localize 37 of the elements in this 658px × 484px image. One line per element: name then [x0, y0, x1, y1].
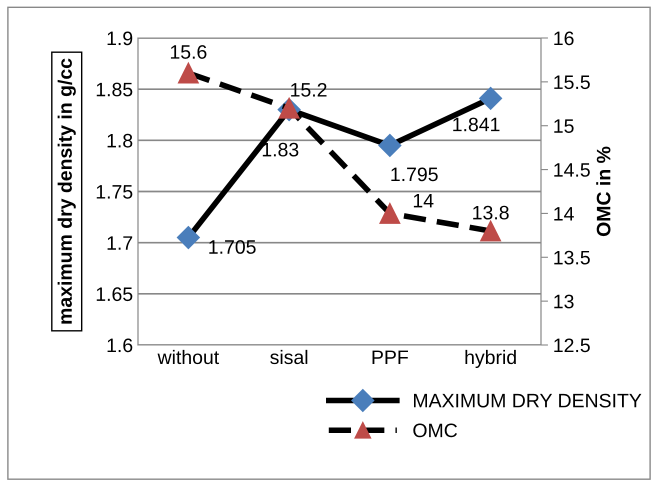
y-tick-label: 1.9	[108, 31, 132, 46]
y2-tick-label: 14	[554, 207, 574, 220]
point	[479, 86, 502, 110]
data-label: 1.83	[262, 142, 298, 157]
y-tick-label: 1.7	[108, 236, 132, 250]
x-tick-label: hybrid	[465, 350, 516, 368]
legend-label: MAXIMUM DRY DENSITY	[414, 394, 642, 408]
x-tick-label: sisal	[270, 350, 308, 364]
data-label: 1.841	[453, 118, 500, 132]
y-axis-title: maximum dry density in g/cc	[58, 58, 76, 324]
y-tick-label: 1.8	[108, 134, 132, 148]
y2-tick-label: 15	[554, 119, 574, 133]
y2-tick-label: 16	[554, 31, 574, 46]
data-label: 14	[414, 194, 434, 208]
y2-tick-label: 15.5	[554, 76, 590, 90]
x-tick-label: PPF	[372, 350, 408, 364]
data-label: 15.6	[170, 45, 206, 59]
y-tick-label: 1.6	[108, 338, 132, 352]
data-label: 1.705	[209, 240, 256, 254]
y-tick-label: 1.65	[96, 287, 132, 302]
x-tick-label: without	[158, 350, 220, 364]
y-tick-label: 1.75	[96, 185, 132, 199]
y-tick-label: 1.85	[96, 82, 132, 96]
data-label: 13.8	[473, 206, 509, 220]
y2-tick-label: 13.5	[554, 250, 590, 265]
point	[178, 62, 199, 84]
y2-tick-label: 13	[554, 294, 574, 308]
y2-tick-label: 14.5	[554, 163, 590, 177]
data-label: 1.795	[391, 167, 438, 182]
point	[379, 203, 400, 224]
legend-label: OMC	[413, 424, 458, 438]
point	[176, 226, 200, 250]
y2-tick-label: 12.5	[554, 338, 590, 352]
y2-axis-title: OMC in %	[596, 146, 610, 236]
point	[480, 220, 502, 242]
data-label: 15.2	[291, 82, 327, 97]
point	[378, 134, 402, 157]
